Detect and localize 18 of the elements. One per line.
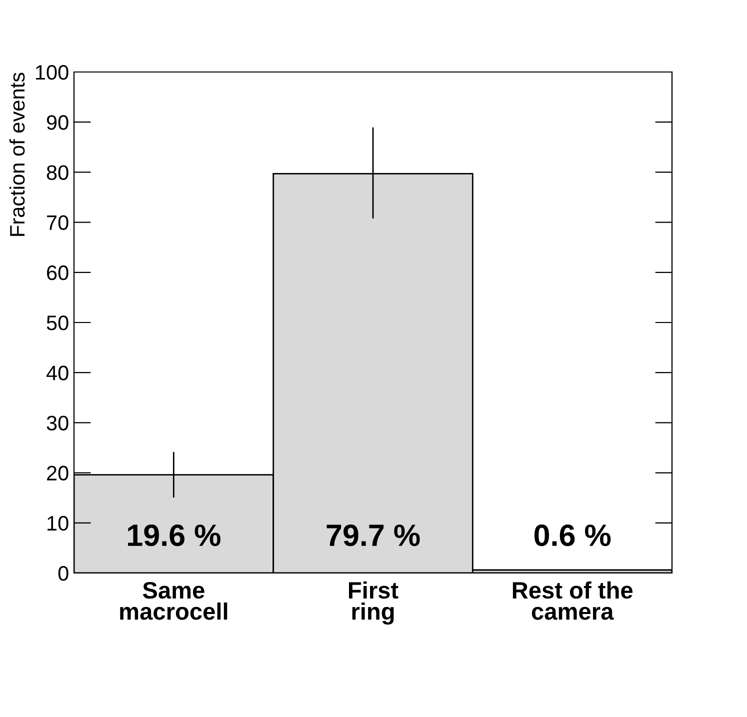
y-tick-label: 60 — [47, 265, 68, 280]
y-tick-label: 40 — [46, 366, 68, 380]
data-label: 19.6 % — [128, 524, 220, 546]
y-tick-label: 50 — [46, 316, 68, 330]
x-tick-label: First ring — [349, 581, 398, 625]
y-tick-label: 0 — [58, 566, 68, 581]
data-label: 79.7 % — [326, 524, 420, 546]
y-tick-label: 20 — [47, 466, 68, 481]
y-axis-title: Fraction of events — [9, 72, 25, 236]
y-tick-label: 10 — [48, 516, 68, 531]
x-tick-label: Rest of the camera — [512, 581, 633, 620]
y-tick-label: 30 — [46, 416, 68, 430]
y-tick-label: 80 — [46, 165, 68, 180]
y-tick-label: 70 — [47, 215, 68, 230]
y-tick-label: 100 — [36, 65, 68, 80]
y-tick-label: 90 — [46, 115, 68, 130]
data-label: 0.6 % — [534, 524, 611, 546]
x-tick-label: Same macrocell — [120, 582, 228, 620]
